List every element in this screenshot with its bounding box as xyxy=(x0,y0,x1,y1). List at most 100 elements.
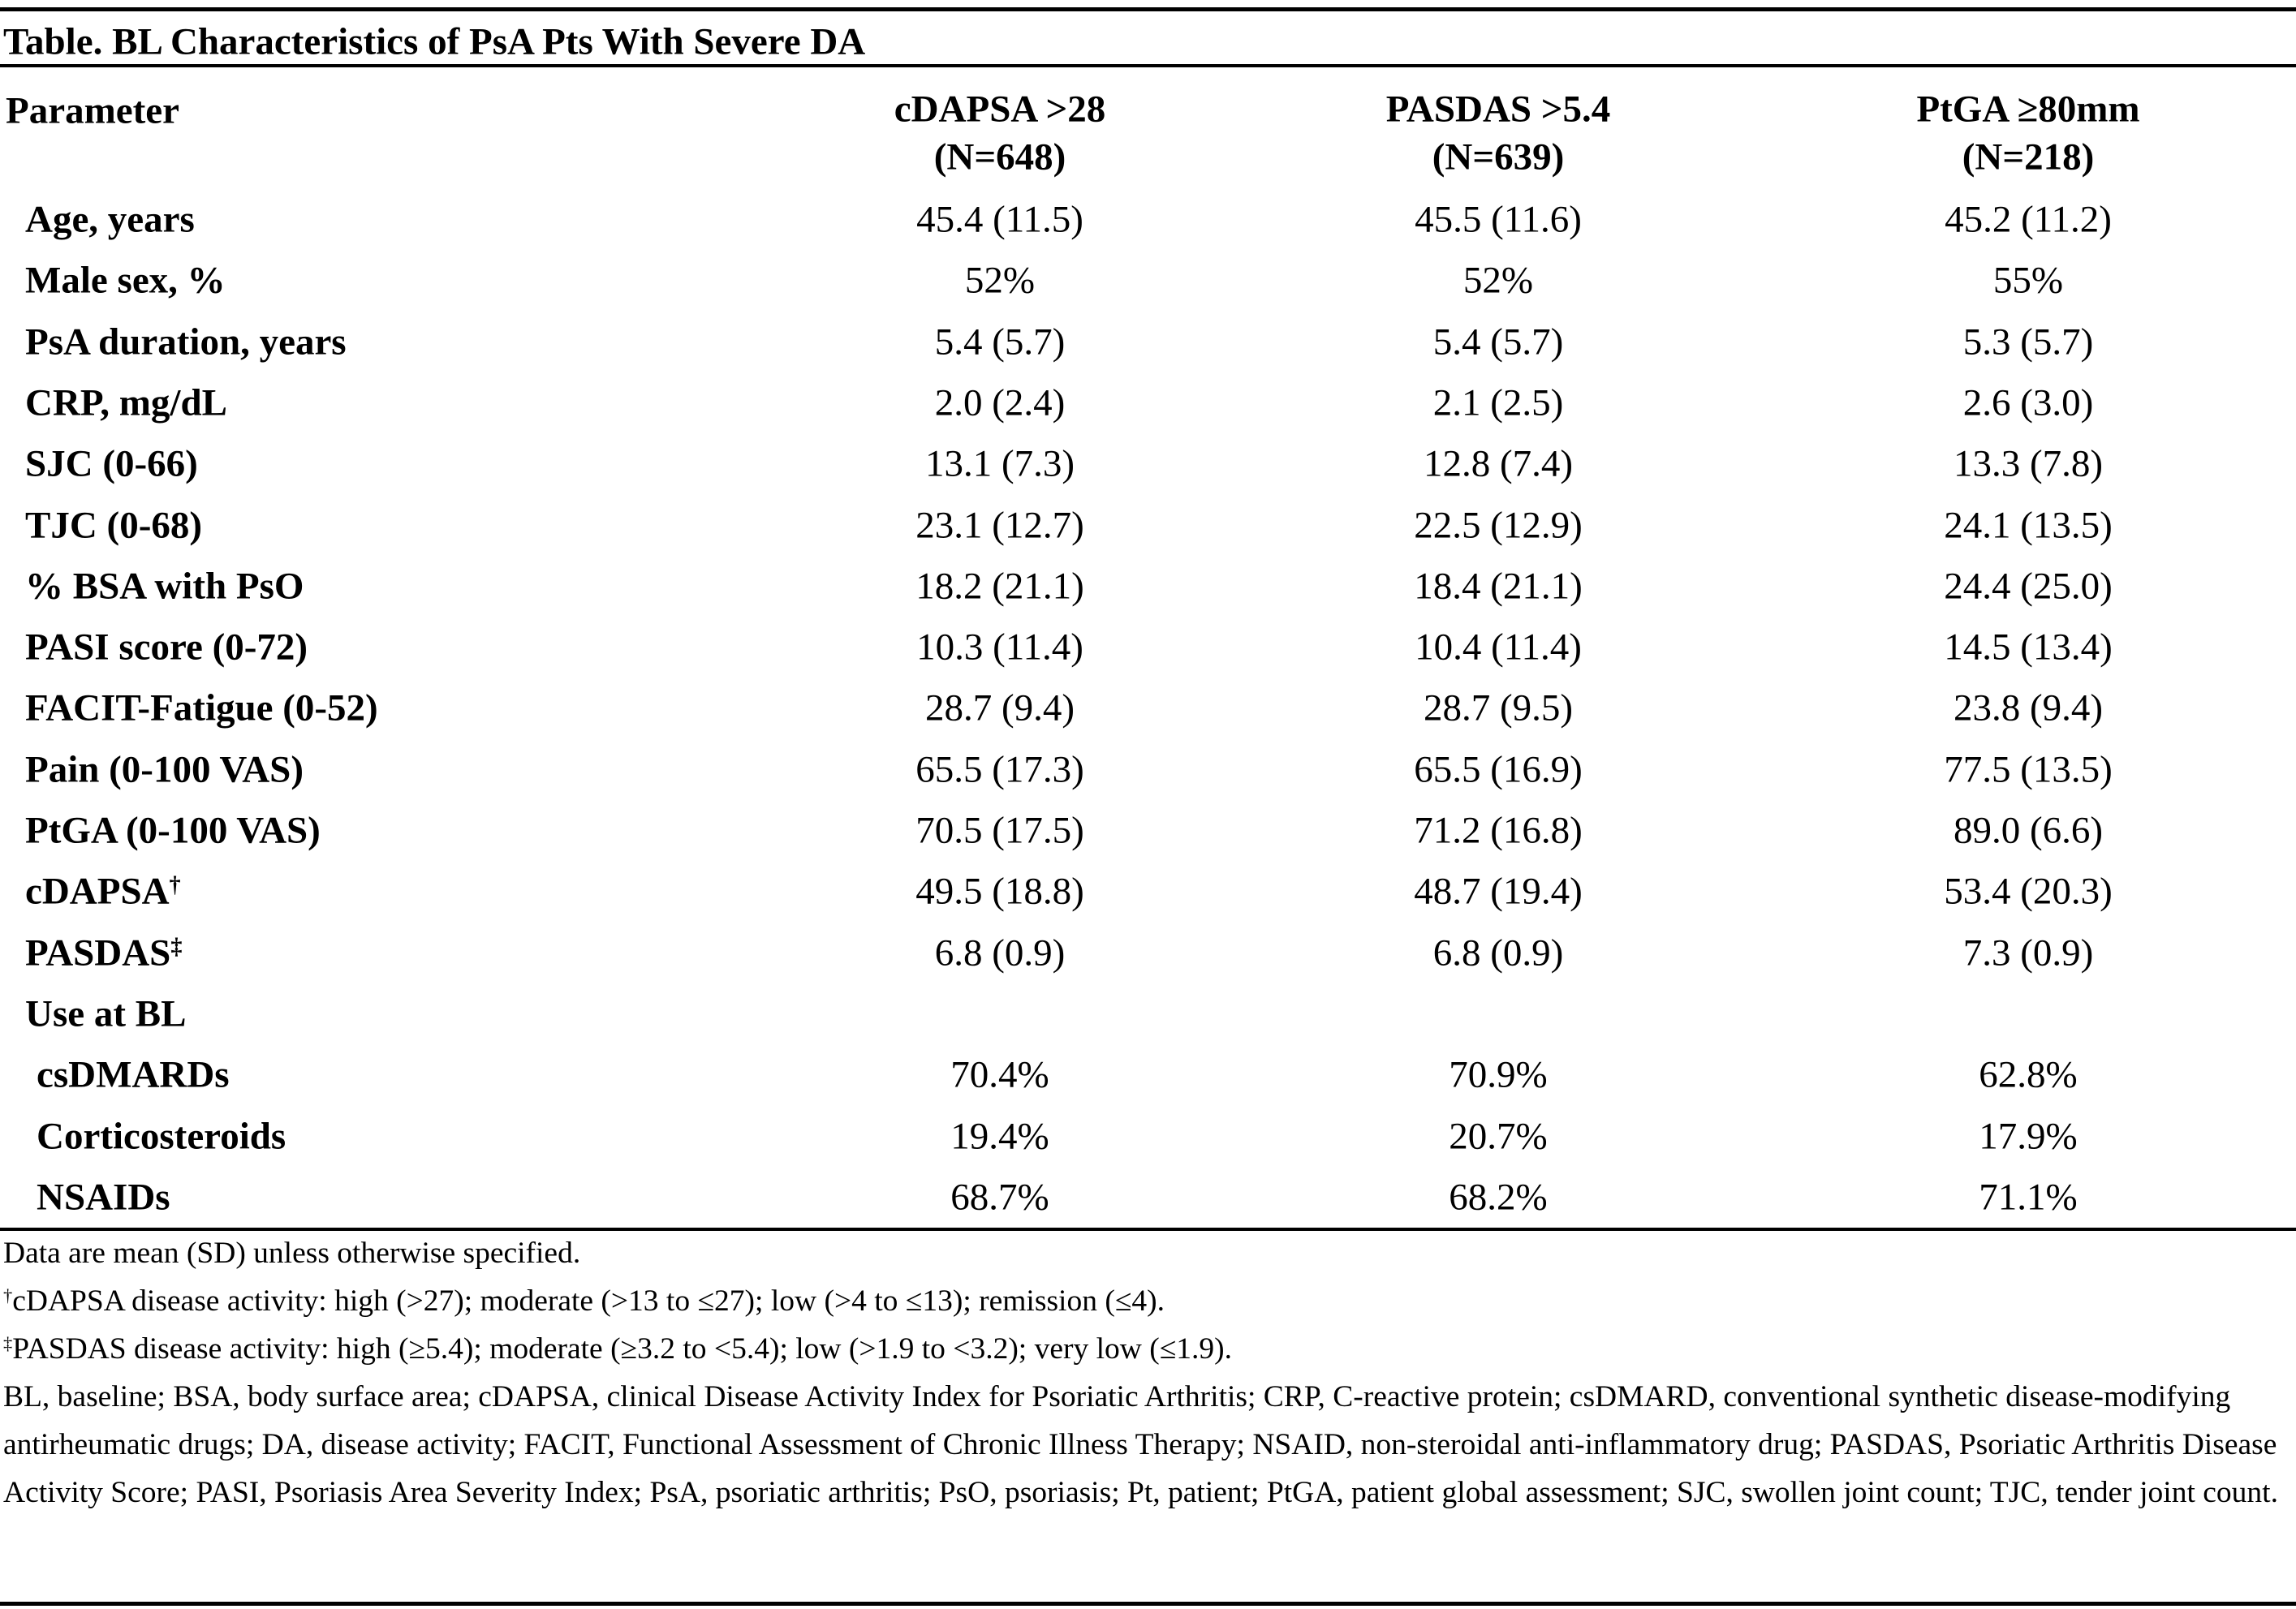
cell-value: 53.4 (20.3) xyxy=(1944,870,2113,913)
footnote: †cDAPSA disease activity: high (>27); mo… xyxy=(3,1277,2288,1325)
footnote-text: BL, baseline; BSA, body surface area; cD… xyxy=(3,1380,2278,1509)
top-rule xyxy=(0,7,2296,11)
row-label: SJC (0-66) xyxy=(25,445,198,484)
column-header: PtGA ≥80mm xyxy=(1916,88,2140,131)
header-parameter: Parameter xyxy=(6,89,179,132)
cell-value: 62.8% xyxy=(1979,1053,2078,1096)
cell-value: 18.4 (21.1) xyxy=(1414,565,1583,608)
title-rule xyxy=(0,64,2296,67)
cell-value: 6.8 (0.9) xyxy=(1432,931,1564,974)
column-header: cDAPSA >28 xyxy=(894,88,1106,131)
cell-value: 89.0 (6.6) xyxy=(1953,809,2104,852)
column-n: (N=639) xyxy=(1432,136,1565,179)
group-label: Use at BL xyxy=(25,992,187,1035)
row-label-text: csDMARDs xyxy=(37,1053,230,1096)
cell-value: 49.5 (18.8) xyxy=(915,870,1084,913)
cell-value: 5.4 (5.7) xyxy=(934,321,1066,364)
row-label: Male sex, % xyxy=(25,259,226,302)
row-label-text: Corticosteroids xyxy=(37,1115,286,1157)
row-label-text: % BSA with PsO xyxy=(25,565,304,608)
cell-value: 28.7 (9.5) xyxy=(1423,686,1574,729)
cell-value: 17.9% xyxy=(1979,1115,2078,1157)
cell-value: 71.1% xyxy=(1979,1176,2078,1219)
cell-value: 77.5 (13.5) xyxy=(1944,748,2113,791)
cell-value: 6.8 (0.9) xyxy=(934,931,1066,974)
column-n: (N=218) xyxy=(1962,136,2095,179)
cell-value: 23.8 (9.4) xyxy=(1953,686,2104,729)
row-label-text: PASI score (0-72) xyxy=(25,626,308,669)
row-label-text: CRP, mg/dL xyxy=(25,381,227,424)
footnotes: Data are mean (SD) unless otherwise spec… xyxy=(3,1229,2288,1517)
footnote: BL, baseline; BSA, body surface area; cD… xyxy=(3,1373,2288,1517)
row-label: Age, years xyxy=(25,198,195,241)
cell-value: 24.4 (25.0) xyxy=(1944,565,2113,608)
cell-value: 45.5 (11.6) xyxy=(1415,198,1582,241)
footnote-mark: † xyxy=(169,872,181,898)
footnote-mark: ‡ xyxy=(170,934,183,959)
cell-value: 52% xyxy=(964,259,1036,302)
cell-value: 10.4 (11.4) xyxy=(1415,626,1582,669)
cell-value: 2.1 (2.5) xyxy=(1432,381,1564,424)
cell-value: 45.4 (11.5) xyxy=(916,198,1083,241)
cell-value: 28.7 (9.4) xyxy=(924,686,1075,729)
row-label: PsA duration, years xyxy=(25,323,347,361)
row-label-text: Male sex, % xyxy=(25,259,226,302)
cell-value: 13.3 (7.8) xyxy=(1953,442,2104,485)
row-label-text: PASDAS xyxy=(25,931,171,974)
cell-value: 12.8 (7.4) xyxy=(1423,442,1574,485)
row-label: TJC (0-68) xyxy=(25,506,202,544)
row-label: PASDAS‡ xyxy=(25,934,182,972)
row-label: % BSA with PsO xyxy=(25,567,304,605)
cell-value: 48.7 (19.4) xyxy=(1414,870,1583,913)
cell-value: 23.1 (12.7) xyxy=(915,504,1084,546)
table-title: Table. BL Characteristics of PsA Pts Wit… xyxy=(3,20,866,63)
footnote-mark: ‡ xyxy=(3,1332,13,1353)
row-label: PtGA (0-100 VAS) xyxy=(25,809,321,852)
cell-value: 2.6 (3.0) xyxy=(1962,381,2094,424)
row-label: NSAIDs xyxy=(37,1178,170,1216)
cell-value: 24.1 (13.5) xyxy=(1944,504,2113,546)
cell-value: 68.2% xyxy=(1449,1176,1548,1219)
cell-value: 70.9% xyxy=(1449,1053,1548,1096)
row-label-text: Age, years xyxy=(25,198,195,241)
cell-value: 68.7% xyxy=(950,1176,1049,1219)
footnote-text: Data are mean (SD) unless otherwise spec… xyxy=(3,1237,581,1270)
cell-value: 14.5 (13.4) xyxy=(1944,626,2113,669)
row-label-text: SJC (0-66) xyxy=(25,442,198,485)
cell-value: 13.1 (7.3) xyxy=(924,442,1075,485)
cell-value: 70.5 (17.5) xyxy=(915,809,1084,852)
cell-value: 52% xyxy=(1462,259,1534,302)
cell-value: 5.4 (5.7) xyxy=(1432,321,1564,364)
bottom-rule xyxy=(0,1602,2296,1606)
footnote: ‡PASDAS disease activity: high (≥5.4); m… xyxy=(3,1325,2288,1373)
row-label-text: TJC (0-68) xyxy=(25,504,202,546)
row-label-text: PtGA (0-100 VAS) xyxy=(25,809,321,852)
row-label-text: PsA duration, years xyxy=(25,321,347,364)
row-label: csDMARDs xyxy=(37,1056,230,1095)
row-label-text: cDAPSA xyxy=(25,870,170,913)
row-label: cDAPSA† xyxy=(25,870,181,913)
footnote-text: cDAPSA disease activity: high (>27); mod… xyxy=(12,1284,1165,1318)
row-label: Corticosteroids xyxy=(37,1117,286,1155)
row-label-text: NSAIDs xyxy=(37,1176,170,1219)
column-n: (N=648) xyxy=(933,136,1066,179)
cell-value: 10.3 (11.4) xyxy=(916,626,1083,669)
row-label: CRP, mg/dL xyxy=(25,384,227,422)
cell-value: 65.5 (17.3) xyxy=(915,748,1084,791)
row-label: Pain (0-100 VAS) xyxy=(25,751,304,789)
cell-value: 20.7% xyxy=(1449,1115,1548,1157)
cell-value: 65.5 (16.9) xyxy=(1414,748,1583,791)
cell-value: 18.2 (21.1) xyxy=(915,565,1084,608)
cell-value: 7.3 (0.9) xyxy=(1962,931,2094,974)
row-label: PASI score (0-72) xyxy=(25,626,308,669)
cell-value: 71.2 (16.8) xyxy=(1414,809,1583,852)
cell-value: 70.4% xyxy=(950,1053,1049,1096)
body-rule xyxy=(0,1228,2296,1231)
cell-value: 55% xyxy=(1992,259,2064,302)
cell-value: 45.2 (11.2) xyxy=(1945,198,2112,241)
row-label-text: FACIT-Fatigue (0-52) xyxy=(25,686,378,729)
cell-value: 19.4% xyxy=(950,1115,1049,1157)
row-label-text: Pain (0-100 VAS) xyxy=(25,748,304,791)
footnote-text: PASDAS disease activity: high (≥5.4); mo… xyxy=(12,1332,1233,1366)
